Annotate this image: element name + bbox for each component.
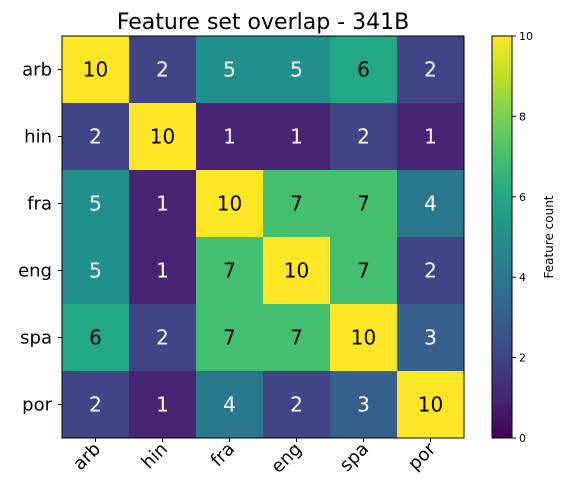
heatmap-cell — [263, 36, 330, 103]
cell-value-label: 2 — [89, 393, 102, 417]
colorbar-tick-label: 2 — [519, 352, 526, 365]
cell-value-label: 3 — [357, 393, 370, 417]
heatmap-cell — [263, 304, 330, 371]
y-tick-label: por — [22, 395, 52, 416]
cell-value-label: 7 — [223, 259, 236, 283]
heatmap-cell — [330, 371, 397, 438]
heatmap-cells: 10 2 5 5 6 2 2 10 1 1 2 1 5 1 10 7 7 4 5 1 7 10 7 2 6 2 7 7 10 3 2 1 4 2 3… — [61, 35, 465, 439]
x-tick-label: hin — [138, 439, 173, 474]
heatmap-cell — [263, 371, 330, 438]
chart-title: Feature set overlap - 341B — [117, 10, 409, 35]
heatmap-cell — [397, 237, 464, 304]
heatmap-cell — [62, 103, 129, 170]
colorbar-tick-label: 6 — [519, 191, 526, 204]
y-tick-label: fra — [27, 194, 52, 215]
cell-value-label: 7 — [290, 326, 303, 350]
cell-value-label: 1 — [156, 393, 169, 417]
colorbar: 0 2 4 6 8 10 Feature count — [491, 30, 556, 445]
cell-value-label: 7 — [290, 192, 303, 216]
cell-value-label: 10 — [150, 125, 175, 149]
heatmap-cell — [330, 36, 397, 103]
cell-value-label: 1 — [156, 192, 169, 216]
x-axis-tick-labels: arb hin fra eng spa por — [69, 438, 440, 478]
x-tick-label: fra — [207, 439, 239, 471]
cell-value-label: 6 — [89, 326, 102, 350]
x-tick-label: spa — [336, 439, 373, 476]
heatmap-cell — [397, 36, 464, 103]
cell-value-label: 7 — [357, 192, 370, 216]
cell-value-label: 4 — [223, 393, 236, 417]
heatmap-cell — [196, 371, 263, 438]
heatmap-cell — [129, 371, 196, 438]
cell-value-label: 2 — [156, 326, 169, 350]
cell-value-label: 2 — [89, 125, 102, 149]
heatmap-cell — [397, 304, 464, 371]
heatmap-cell — [196, 103, 263, 170]
heatmap-cell — [129, 170, 196, 237]
heatmap-cell — [263, 170, 330, 237]
cell-value-label: 10 — [284, 259, 309, 283]
cell-value-label: 1 — [290, 125, 303, 149]
cell-value-label: 2 — [424, 58, 437, 82]
y-axis-tick-labels: arb hin fra eng spa por — [18, 60, 62, 416]
plot-frame — [61, 35, 465, 439]
x-tick-label: por — [404, 438, 440, 474]
colorbar-tick-label: 10 — [519, 30, 533, 43]
cell-value-label: 10 — [83, 58, 108, 82]
heatmap-cell — [196, 170, 263, 237]
cell-value-label: 10 — [217, 192, 242, 216]
heatmap-cell — [397, 371, 464, 438]
y-tick-label: spa — [20, 328, 52, 349]
heatmap-cell — [397, 103, 464, 170]
cell-value-label: 3 — [424, 326, 437, 350]
cell-value-label: 1 — [424, 125, 437, 149]
cell-value-label: 2 — [290, 393, 303, 417]
cell-value-label: 7 — [357, 259, 370, 283]
heatmap-cell — [129, 103, 196, 170]
heatmap-cell — [330, 103, 397, 170]
colorbar-tick-label: 0 — [519, 432, 526, 445]
cell-value-label: 2 — [424, 259, 437, 283]
heatmap-cell — [129, 36, 196, 103]
y-tick-label: arb — [22, 60, 52, 81]
x-tick-label: eng — [267, 439, 306, 478]
cell-value-label: 6 — [357, 58, 370, 82]
cell-value-label: 5 — [290, 58, 303, 82]
heatmap-cell — [196, 304, 263, 371]
x-tick-label: arb — [69, 439, 105, 475]
heatmap-cell — [62, 237, 129, 304]
colorbar-tick-label: 4 — [519, 271, 526, 284]
heatmap-cell — [196, 237, 263, 304]
heatmap-cell — [62, 304, 129, 371]
cell-value-label: 7 — [223, 326, 236, 350]
heatmap-cell — [397, 170, 464, 237]
heatmap-cell — [330, 304, 397, 371]
heatmap-cell — [330, 237, 397, 304]
heatmap-cell — [330, 170, 397, 237]
colorbar-tick-label: 8 — [519, 110, 526, 123]
heatmap-cell — [263, 237, 330, 304]
heatmap-cell — [196, 36, 263, 103]
colorbar-label: Feature count — [542, 195, 556, 278]
colorbar-gradient — [491, 35, 513, 439]
cell-value-label: 10 — [418, 393, 443, 417]
heatmap-cell — [129, 237, 196, 304]
cell-value-label: 5 — [89, 259, 102, 283]
cell-value-label: 1 — [223, 125, 236, 149]
cell-value-label: 1 — [156, 259, 169, 283]
y-tick-label: eng — [18, 261, 52, 282]
cell-value-label: 2 — [156, 58, 169, 82]
cell-value-label: 5 — [89, 192, 102, 216]
heatmap-cell — [62, 170, 129, 237]
cell-value-label: 5 — [223, 58, 236, 82]
cell-value-label: 2 — [357, 125, 370, 149]
heatmap-cell — [263, 103, 330, 170]
heatmap-cell — [62, 371, 129, 438]
heatmap-cell — [62, 36, 129, 103]
cell-value-label: 10 — [351, 326, 376, 350]
cell-value-label: 4 — [424, 192, 437, 216]
y-tick-label: hin — [24, 127, 52, 148]
heatmap-cell — [129, 304, 196, 371]
